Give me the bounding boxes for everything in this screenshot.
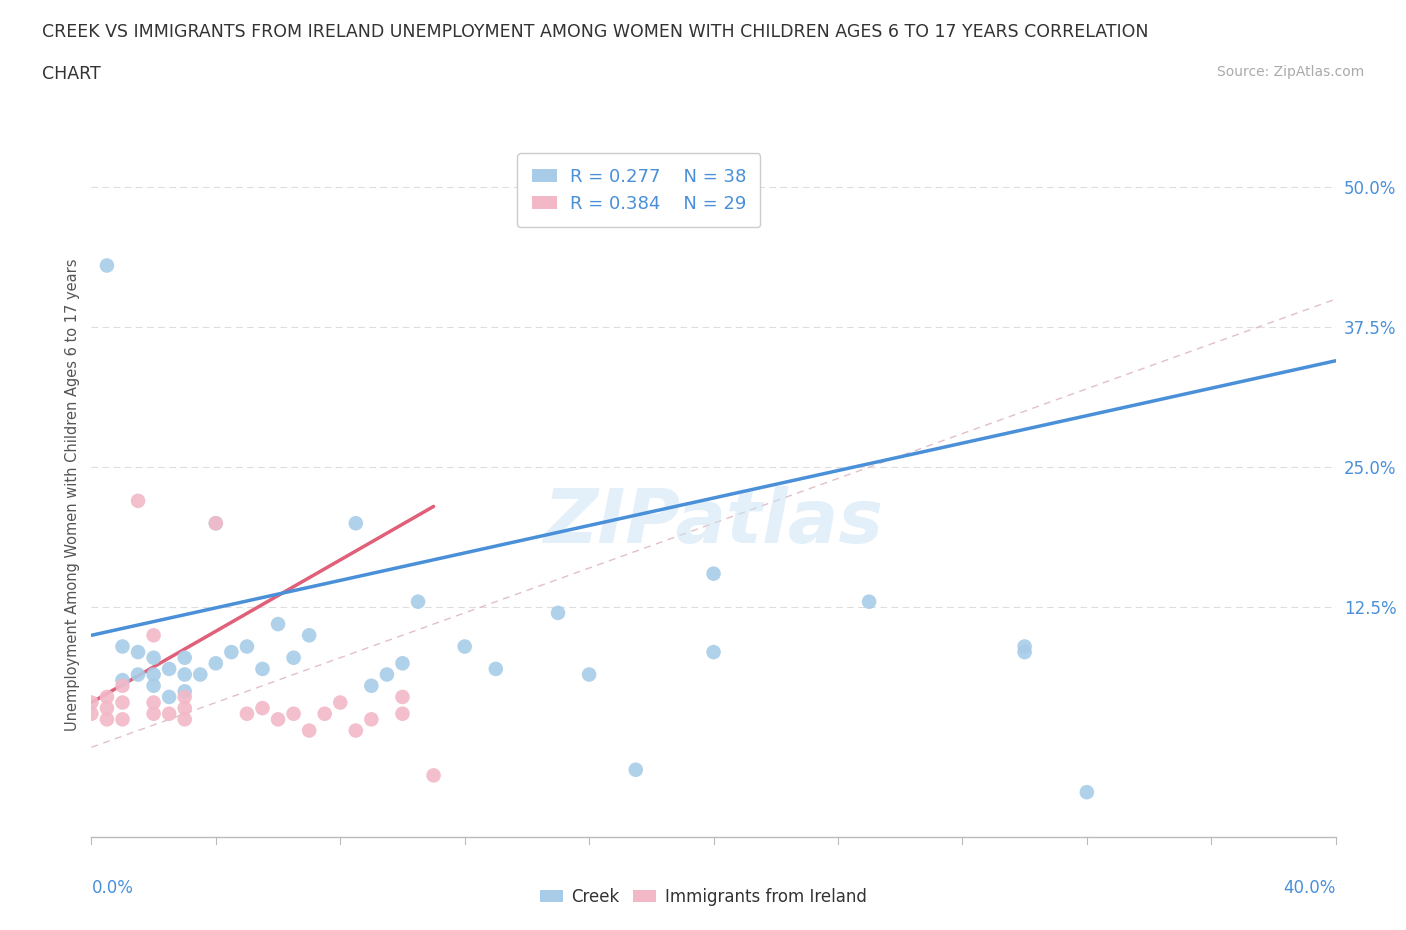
Legend: Creek, Immigrants from Ireland: Creek, Immigrants from Ireland (533, 881, 873, 912)
Point (267, 617, 290, 631)
Point (173, 684, 195, 698)
Point (157, 706, 180, 721)
Text: ZIPatlas: ZIPatlas (544, 486, 883, 559)
Point (375, 667, 398, 682)
Point (173, 667, 195, 682)
Point (96, 258, 118, 272)
Point (298, 724, 321, 738)
Point (142, 695, 165, 710)
Point (391, 656, 413, 671)
Point (252, 661, 274, 676)
Point (360, 711, 382, 726)
Y-axis label: Unemployment Among Women with Children Ages 6 to 17 years: Unemployment Among Women with Children A… (65, 259, 80, 732)
Point (283, 650, 305, 665)
Point (127, 667, 149, 682)
Point (205, 516, 228, 531)
Point (344, 516, 367, 531)
Text: 40.0%: 40.0% (1284, 879, 1336, 897)
Point (111, 639, 134, 654)
Point (173, 700, 195, 715)
Text: Source: ZipAtlas.com: Source: ZipAtlas.com (1216, 65, 1364, 79)
Point (127, 644, 149, 659)
Point (1014, 639, 1036, 654)
Point (298, 628, 321, 643)
Point (252, 700, 274, 715)
Point (1014, 644, 1036, 659)
Point (858, 594, 880, 609)
Point (157, 689, 180, 704)
Point (142, 678, 165, 693)
Point (422, 768, 444, 783)
Point (142, 650, 165, 665)
Point (314, 706, 336, 721)
Point (80, 706, 103, 721)
Point (267, 711, 290, 726)
Point (111, 672, 134, 687)
Point (142, 628, 165, 643)
Point (236, 639, 259, 654)
Point (173, 711, 195, 726)
Point (283, 706, 305, 721)
Text: CREEK VS IMMIGRANTS FROM IRELAND UNEMPLOYMENT AMONG WOMEN WITH CHILDREN AGES 6 T: CREEK VS IMMIGRANTS FROM IRELAND UNEMPLO… (42, 23, 1149, 41)
Point (391, 706, 413, 721)
Point (111, 695, 134, 710)
Text: CHART: CHART (42, 65, 101, 83)
Point (142, 706, 165, 721)
Point (1076, 785, 1098, 800)
Legend: R = 0.277    N = 38, R = 0.384    N = 29: R = 0.277 N = 38, R = 0.384 N = 29 (517, 153, 761, 227)
Point (205, 656, 228, 671)
Point (702, 644, 725, 659)
Point (624, 763, 647, 777)
Point (702, 566, 725, 581)
Point (111, 678, 134, 693)
Point (578, 667, 600, 682)
Point (80, 695, 103, 710)
Point (329, 695, 352, 710)
Point (173, 689, 195, 704)
Point (236, 706, 259, 721)
Point (111, 711, 134, 726)
Point (157, 661, 180, 676)
Point (173, 650, 195, 665)
Point (96, 700, 118, 715)
Point (344, 724, 367, 738)
Text: 0.0%: 0.0% (91, 879, 134, 897)
Point (142, 667, 165, 682)
Point (127, 494, 149, 509)
Point (96, 689, 118, 704)
Point (391, 689, 413, 704)
Point (221, 644, 243, 659)
Point (96, 711, 118, 726)
Point (453, 639, 475, 654)
Point (188, 667, 211, 682)
Point (360, 678, 382, 693)
Point (485, 661, 508, 676)
Point (205, 516, 228, 531)
Point (406, 594, 429, 609)
Point (547, 605, 569, 620)
